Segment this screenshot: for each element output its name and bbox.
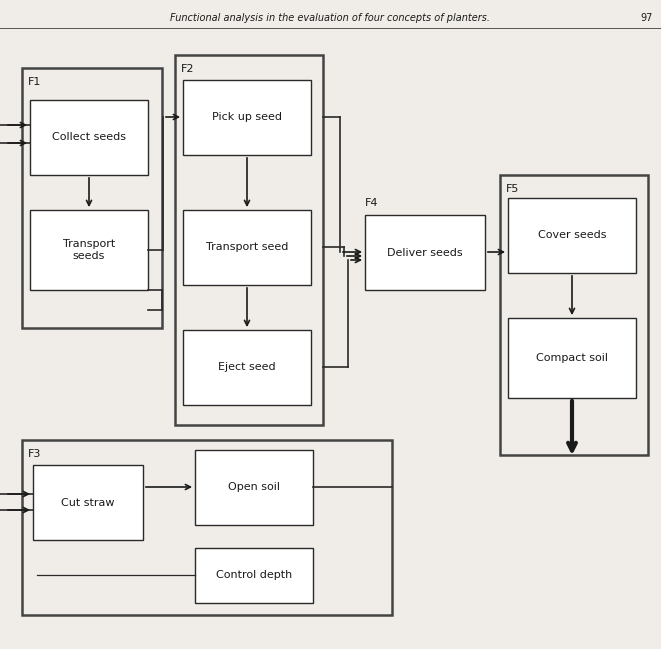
Text: Deliver seeds: Deliver seeds xyxy=(387,247,463,258)
Text: F1: F1 xyxy=(28,77,42,87)
Text: Transport
seeds: Transport seeds xyxy=(63,239,115,261)
Bar xyxy=(508,198,636,273)
Bar xyxy=(195,548,313,603)
Text: Collect seeds: Collect seeds xyxy=(52,132,126,143)
Text: F2: F2 xyxy=(181,64,194,74)
Text: 97: 97 xyxy=(641,13,653,23)
Bar xyxy=(33,465,143,540)
Bar xyxy=(183,80,311,155)
Text: Open soil: Open soil xyxy=(228,482,280,493)
Bar xyxy=(183,330,311,405)
Bar xyxy=(508,318,636,398)
Bar xyxy=(195,450,313,525)
Text: F3: F3 xyxy=(28,449,42,459)
Text: Control depth: Control depth xyxy=(216,570,292,580)
Text: Eject seed: Eject seed xyxy=(218,363,276,373)
Text: F5: F5 xyxy=(506,184,520,194)
Bar xyxy=(30,100,148,175)
Text: Cover seeds: Cover seeds xyxy=(538,230,606,241)
Text: Pick up seed: Pick up seed xyxy=(212,112,282,123)
Text: F4: F4 xyxy=(365,198,379,208)
Bar xyxy=(30,210,148,290)
Text: Compact soil: Compact soil xyxy=(536,353,608,363)
Text: Functional analysis in the evaluation of four concepts of planters.: Functional analysis in the evaluation of… xyxy=(170,13,490,23)
Bar xyxy=(175,55,323,425)
Bar xyxy=(183,210,311,285)
Bar xyxy=(22,440,392,615)
Bar xyxy=(22,68,162,328)
Text: Transport seed: Transport seed xyxy=(206,243,288,252)
Text: Cut straw: Cut straw xyxy=(61,498,115,508)
Bar xyxy=(365,215,485,290)
Bar xyxy=(500,175,648,455)
